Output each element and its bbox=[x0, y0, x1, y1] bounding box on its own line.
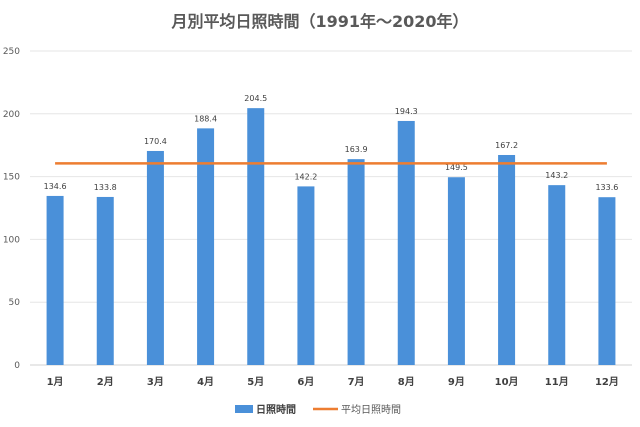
bar bbox=[197, 128, 215, 365]
x-tick-label: 1月 bbox=[47, 376, 64, 388]
legend: 日照時間 平均日照時間 bbox=[235, 403, 401, 416]
data-label: 188.4 bbox=[194, 114, 217, 123]
y-axis-ticks: 0 50 100 150 200 250 bbox=[3, 47, 20, 371]
data-label: 194.3 bbox=[395, 107, 418, 116]
bar bbox=[347, 159, 365, 365]
data-label: 142.2 bbox=[294, 172, 317, 181]
y-tick-label: 50 bbox=[9, 298, 21, 308]
x-tick-label: 3月 bbox=[147, 376, 164, 388]
legend-swatch-bar bbox=[235, 405, 253, 413]
data-label: 133.8 bbox=[94, 183, 117, 192]
y-tick-label: 250 bbox=[3, 47, 20, 57]
bar bbox=[397, 120, 415, 365]
bar bbox=[297, 186, 315, 365]
x-tick-label: 2月 bbox=[97, 376, 114, 388]
chart-title: 月別平均日照時間（1991年～2020年） bbox=[170, 12, 468, 31]
legend-label-line: 平均日照時間 bbox=[341, 404, 401, 416]
bar bbox=[46, 195, 64, 365]
legend-label-bar: 日照時間 bbox=[256, 403, 296, 416]
y-tick-label: 150 bbox=[3, 173, 20, 183]
x-tick-label: 12月 bbox=[595, 376, 619, 388]
data-label: 204.5 bbox=[244, 94, 267, 103]
bar bbox=[498, 154, 516, 365]
bar bbox=[146, 150, 164, 365]
x-tick-label: 6月 bbox=[297, 376, 314, 388]
data-label: 167.2 bbox=[495, 141, 518, 150]
y-tick-label: 100 bbox=[3, 235, 20, 245]
bar bbox=[548, 185, 566, 365]
y-tick-label: 0 bbox=[14, 361, 20, 371]
x-tick-label: 7月 bbox=[348, 376, 365, 388]
x-axis-ticks: 1月 2月 3月 4月 5月 6月 7月 8月 9月 10月 11月 12月 bbox=[47, 376, 619, 388]
bar bbox=[447, 177, 465, 365]
bar bbox=[247, 108, 265, 365]
bar-series bbox=[46, 108, 616, 365]
x-tick-label: 4月 bbox=[197, 376, 214, 388]
x-tick-label: 10月 bbox=[495, 376, 519, 388]
gridlines bbox=[30, 50, 632, 366]
y-tick-label: 200 bbox=[3, 110, 20, 120]
data-label: 133.6 bbox=[595, 183, 618, 192]
x-tick-label: 9月 bbox=[448, 376, 465, 388]
x-tick-label: 11月 bbox=[545, 376, 569, 388]
data-label: 163.9 bbox=[345, 145, 368, 154]
data-label: 134.6 bbox=[44, 182, 67, 191]
data-label: 143.2 bbox=[545, 171, 568, 180]
bar bbox=[96, 196, 114, 365]
bar bbox=[598, 197, 616, 365]
x-tick-label: 5月 bbox=[247, 376, 264, 388]
data-label: 149.5 bbox=[445, 163, 468, 172]
x-tick-label: 8月 bbox=[398, 376, 415, 388]
data-labels: 134.6 133.8 170.4 188.4 204.5 142.2 163.9 194.3… bbox=[44, 94, 619, 192]
data-label: 170.4 bbox=[144, 137, 167, 146]
